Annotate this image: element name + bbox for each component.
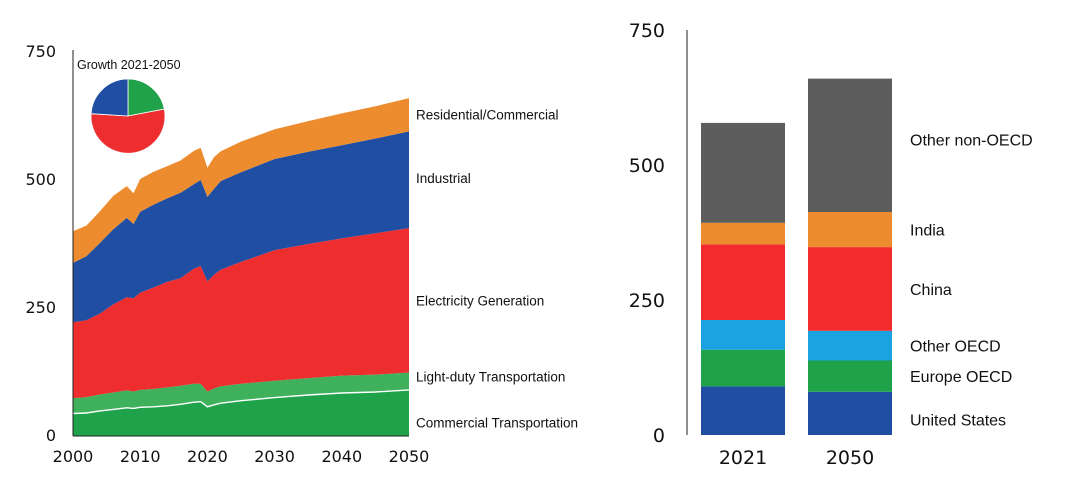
area-commercial-transportation xyxy=(73,389,409,436)
x-tick-label: 2050 xyxy=(389,447,430,466)
y-tick-label: 500 xyxy=(25,170,56,189)
area-residential-commercial xyxy=(73,98,409,263)
series-label: Industrial xyxy=(416,171,471,186)
transportation-divider-line xyxy=(72,389,410,415)
left-area-chart: 0 250 500 750 2000 2010 2020 2030 2040 2050 Reside… xyxy=(25,42,578,466)
right-bar-chart: 0 250 500 750 2021 2050 United States Europe OE… xyxy=(629,20,1033,469)
series-label: Light-duty Transportation xyxy=(416,370,565,385)
pie-slice-electricity xyxy=(90,108,166,154)
bar-segment-china-2050 xyxy=(808,247,892,331)
bar-segment-other-oecd-2021 xyxy=(701,320,785,350)
y-tick-label: 500 xyxy=(629,155,665,177)
bar-segment-europe-oecd-2021 xyxy=(701,349,785,387)
bar-segment-united-states-2050 xyxy=(808,391,892,435)
series-label: Residential/Commercial xyxy=(416,108,559,123)
bar-segment-united-states-2021 xyxy=(701,386,785,435)
pie-slice-industrial xyxy=(90,78,129,117)
segment-label: Other OECD xyxy=(910,339,1001,356)
segment-label: Other non-OECD xyxy=(910,132,1033,149)
segment-label: China xyxy=(910,282,952,299)
x-category-label: 2050 xyxy=(826,447,874,469)
y-tick-label: 0 xyxy=(46,426,56,445)
bar-segment-other-non-oecd-2021 xyxy=(701,122,785,223)
series-label: Commercial Transportation xyxy=(416,416,578,431)
y-tick-label: 250 xyxy=(629,290,665,312)
bar-segment-other-non-oecd-2050 xyxy=(808,78,892,212)
y-tick-label: 0 xyxy=(653,425,665,447)
bar-segment-india-2050 xyxy=(808,212,892,248)
x-tick-label: 2030 xyxy=(254,447,295,466)
series-label: Electricity Generation xyxy=(416,293,544,308)
bar-segment-europe-oecd-2050 xyxy=(808,360,892,392)
bar-segment-other-oecd-2050 xyxy=(808,330,892,361)
x-tick-label: 2010 xyxy=(120,447,161,466)
pie-title: Growth 2021-2050 xyxy=(77,58,181,72)
bar-segment-india-2021 xyxy=(701,222,785,245)
area-industrial xyxy=(73,131,409,323)
x-category-label: 2021 xyxy=(719,447,767,469)
bar-segment-china-2021 xyxy=(701,244,785,320)
x-tick-label: 2020 xyxy=(187,447,228,466)
area-light-duty-transportation xyxy=(73,372,409,414)
y-tick-label: 750 xyxy=(629,20,665,42)
x-tick-label: 2040 xyxy=(321,447,362,466)
x-tick-label: 2000 xyxy=(53,447,94,466)
segment-label: United States xyxy=(910,412,1006,429)
pie-slice-transportation xyxy=(127,78,165,117)
y-tick-label: 750 xyxy=(25,42,56,61)
segment-label: India xyxy=(910,223,945,240)
y-tick-label: 250 xyxy=(25,298,56,317)
segment-label: Europe OECD xyxy=(910,369,1012,386)
area-electricity-generation xyxy=(73,228,409,399)
